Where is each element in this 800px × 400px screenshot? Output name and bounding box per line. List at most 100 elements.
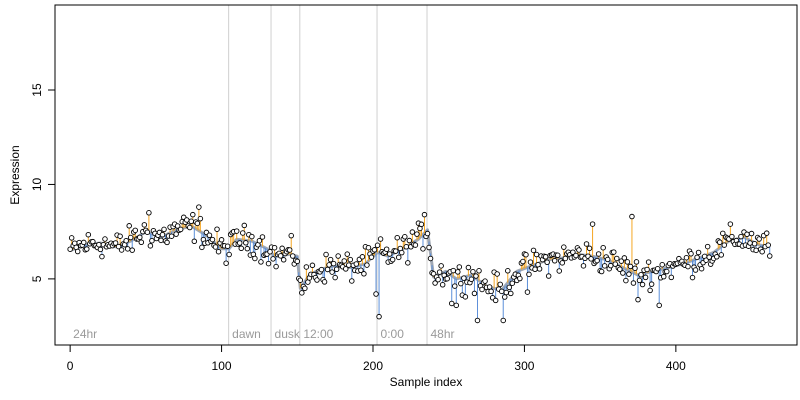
data-point (494, 271, 500, 277)
data-point (692, 267, 699, 273)
data-point (188, 218, 195, 225)
data-point (249, 233, 255, 240)
data-point (309, 262, 316, 269)
data-point (187, 224, 193, 231)
data-point (146, 210, 152, 216)
x-tick-label: 200 (363, 359, 383, 373)
data-point (376, 313, 382, 320)
x-tick-label: 300 (514, 359, 534, 373)
data-point (365, 244, 372, 251)
data-point (461, 275, 467, 281)
data-point (273, 263, 279, 270)
data-point (506, 284, 513, 291)
data-point (67, 246, 73, 252)
data-point (353, 261, 360, 267)
data-point (474, 317, 481, 324)
data-point (492, 297, 499, 304)
data-point (685, 263, 691, 270)
data-point (458, 280, 464, 287)
data-point (297, 277, 304, 283)
data-point (727, 221, 734, 227)
data-point (533, 251, 540, 258)
data-point (747, 240, 753, 246)
data-point (279, 245, 285, 252)
data-point (405, 260, 411, 266)
data-point (138, 239, 145, 245)
data-point (644, 266, 650, 273)
data-point (321, 279, 328, 285)
data-point (215, 248, 222, 255)
data-point (270, 256, 276, 262)
data-point (598, 268, 605, 275)
data-point (476, 268, 482, 274)
data-point (267, 248, 273, 255)
data-point (554, 252, 561, 259)
x-axis: 0 100 200 300 400 (67, 344, 686, 373)
data-point (509, 280, 516, 286)
data-point (359, 254, 366, 260)
data-point (580, 263, 587, 269)
data-point (436, 269, 443, 275)
data-point (638, 271, 644, 278)
data-point (586, 245, 593, 252)
data-point (164, 239, 170, 246)
data-point (159, 231, 166, 238)
data-point (427, 255, 434, 262)
data-point (482, 278, 488, 284)
segment-label: 48hr (431, 327, 455, 341)
data-point (704, 243, 711, 250)
data-point (373, 291, 379, 297)
data-point (99, 253, 105, 260)
data-point (600, 244, 606, 251)
data-point (323, 251, 329, 258)
data-point (302, 285, 308, 292)
data-point (561, 244, 567, 250)
data-point (288, 232, 294, 239)
data-point (450, 267, 457, 274)
data-point (214, 226, 220, 232)
data-point (126, 223, 132, 229)
data-point (471, 290, 478, 297)
data-point (196, 204, 202, 210)
data-point (403, 244, 410, 250)
data-point (335, 253, 341, 259)
data-point (224, 243, 231, 249)
data-point (271, 244, 278, 251)
data-point (465, 264, 472, 271)
data-point (607, 262, 614, 269)
data-point (455, 269, 461, 275)
data-point (508, 290, 514, 297)
data-point (620, 270, 626, 276)
data-point (258, 259, 264, 265)
data-point (243, 240, 249, 246)
data-point (435, 276, 441, 283)
data-point (112, 240, 119, 246)
data-point (236, 240, 243, 246)
data-point (346, 262, 352, 268)
data-point (252, 255, 258, 262)
data-point (240, 230, 246, 236)
data-point (576, 247, 582, 253)
data-point (386, 251, 393, 257)
data-point (453, 302, 460, 309)
data-point (473, 273, 479, 279)
data-point (721, 242, 728, 248)
data-point (720, 230, 726, 237)
data-point (418, 221, 425, 228)
data-point (621, 255, 628, 261)
data-point (399, 249, 405, 256)
data-point (438, 263, 444, 269)
data-point (766, 253, 773, 259)
data-point (439, 281, 446, 288)
data-point (115, 243, 122, 250)
data-point (648, 281, 655, 287)
data-point (238, 245, 245, 252)
data-point (647, 287, 653, 294)
data-point (349, 278, 355, 284)
segment-label: 0:00 (381, 327, 405, 341)
data-point (633, 259, 640, 265)
data-point (748, 230, 755, 237)
data-point (74, 248, 81, 255)
data-point (132, 227, 139, 234)
